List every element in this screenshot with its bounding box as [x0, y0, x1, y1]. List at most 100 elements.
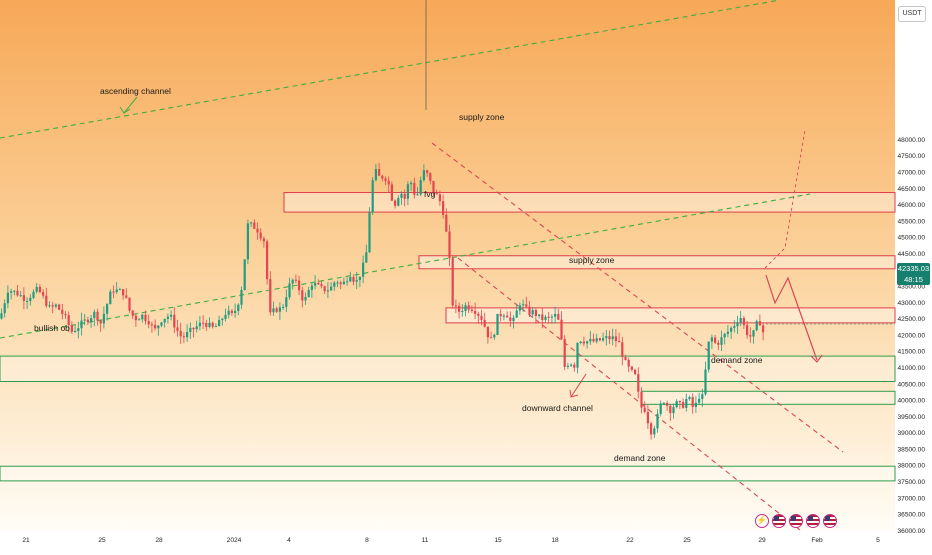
time-tick-label: 11 — [422, 537, 429, 544]
candle-body — [525, 304, 528, 307]
candle-body — [150, 324, 153, 326]
candle-body — [461, 310, 464, 312]
candle-body — [323, 286, 326, 292]
candle-body — [237, 304, 240, 311]
candle-body — [445, 214, 448, 232]
price-tick-label: 37000.00 — [897, 495, 925, 502]
candle-body — [67, 315, 70, 325]
time-tick-label: 15 — [494, 537, 502, 544]
candle-body — [125, 295, 128, 298]
candle-body — [685, 399, 688, 408]
candle-body — [310, 285, 313, 291]
candle-body — [720, 337, 723, 345]
candle-body — [448, 231, 451, 259]
time-axis[interactable]: 21 25 28 2024 4 8 11 15 18 22 25 29 Feb 5 — [22, 537, 880, 544]
candle-body — [192, 327, 195, 330]
candle-body — [477, 313, 480, 316]
candle-body — [378, 169, 381, 176]
candle-body — [723, 333, 726, 338]
candle-body — [214, 326, 217, 328]
candle-body — [678, 401, 681, 403]
candle-body — [579, 341, 582, 343]
candle-body — [106, 304, 109, 314]
candle-body — [659, 403, 662, 414]
candle-body — [195, 326, 198, 330]
price-tick-label: 47000.00 — [897, 170, 925, 177]
price-tick-label: 39500.00 — [897, 414, 925, 421]
bar-countdown: 48:15 — [904, 275, 923, 284]
candle-body — [99, 320, 102, 324]
us-flag-icon[interactable] — [789, 514, 803, 528]
candle-body — [662, 402, 665, 404]
candle-body — [653, 428, 656, 435]
us-flag-icon[interactable] — [772, 514, 786, 528]
candle-body — [538, 314, 541, 316]
candle-body — [330, 286, 333, 291]
candle-body — [531, 309, 534, 315]
time-tick-label: 18 — [551, 537, 559, 544]
candle-body — [243, 259, 246, 290]
candle-body — [438, 194, 441, 202]
candle-body — [246, 223, 249, 260]
candle-body — [259, 232, 262, 239]
candle-body — [454, 305, 457, 307]
candle-body — [253, 222, 256, 229]
candle-body — [141, 314, 144, 320]
candle-body — [182, 336, 185, 338]
candle-body — [3, 303, 6, 314]
candle-body — [669, 405, 672, 414]
price-tick-label: 41000.00 — [897, 365, 925, 372]
time-tick-label: 22 — [626, 537, 634, 544]
us-flag-icon[interactable] — [806, 514, 820, 528]
downward-channel-lower-line — [457, 257, 801, 531]
candle-body — [22, 295, 25, 301]
candle-body — [413, 182, 416, 195]
candle-body — [90, 318, 93, 323]
currency-selector[interactable]: USDT — [898, 6, 926, 22]
candle-body — [518, 305, 521, 311]
candle-body — [515, 310, 518, 318]
candle-body — [218, 320, 221, 327]
ascending-channel-pointer — [123, 96, 138, 114]
lightning-event-icon[interactable]: ⚡ — [755, 514, 769, 528]
time-tick-label: 2024 — [227, 537, 242, 544]
projection-layer — [119, 96, 823, 398]
candle-body — [598, 338, 601, 341]
candle-body — [362, 262, 365, 277]
us-flag-icon[interactable] — [823, 514, 837, 528]
candle-body — [166, 316, 169, 319]
candle-body — [387, 180, 390, 185]
candle-body — [384, 178, 387, 181]
price-tick-label: 37500.00 — [897, 479, 925, 486]
candle-body — [256, 228, 259, 233]
price-tick-label: 45000.00 — [897, 235, 925, 242]
candle-body — [349, 277, 352, 282]
candle-body — [512, 317, 515, 321]
candle-body — [522, 304, 525, 306]
candle-body — [70, 324, 73, 332]
time-tick-label: 28 — [155, 537, 163, 544]
candle-body — [746, 325, 749, 336]
candle-body — [234, 310, 237, 313]
candles-layer — [0, 163, 895, 440]
candle-body — [394, 200, 397, 206]
candle-body — [534, 309, 537, 316]
candle-body — [128, 297, 131, 311]
candle-body — [691, 397, 694, 407]
bullish-ob-label: bullish ob — [34, 323, 70, 333]
candle-body — [307, 290, 310, 297]
candle-body — [294, 279, 297, 281]
candle-body — [656, 413, 659, 429]
candle-body — [742, 317, 745, 326]
candle-body — [390, 184, 393, 201]
time-tick-label: 21 — [22, 537, 30, 544]
price-tick-label: 44500.00 — [897, 251, 925, 258]
candle-body — [451, 258, 454, 306]
price-tick-label: 36000.00 — [897, 528, 925, 535]
candle-body — [698, 398, 701, 403]
candle-body — [83, 319, 86, 321]
candle-body — [333, 282, 336, 287]
candle-body — [0, 313, 3, 319]
candle-body — [630, 366, 633, 370]
